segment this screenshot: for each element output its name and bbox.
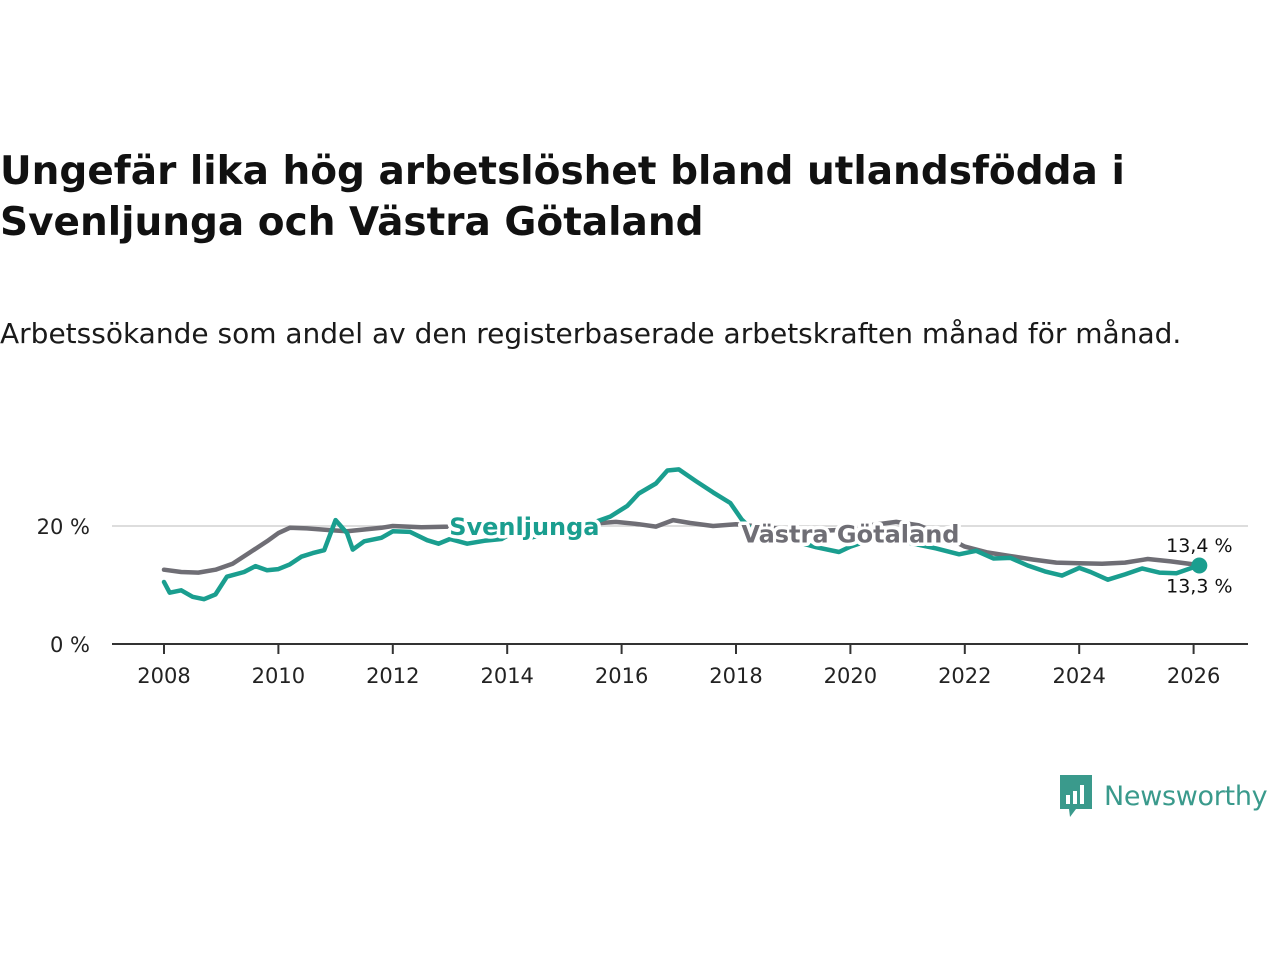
series-end-dot-svenljunga — [1191, 557, 1208, 574]
end-value-label-svenljunga: 13,3 % — [1166, 576, 1232, 598]
newsworthy-logo: Newsworthy — [1058, 772, 1268, 820]
x-tick-label-2024: 2024 — [1052, 664, 1105, 688]
x-tick-label-2020: 2020 — [824, 664, 877, 688]
y-tick-label-20: 20 % — [37, 515, 90, 539]
chart-title: Ungefär lika hög arbetslöshet bland utla… — [0, 149, 1125, 245]
end-value-label-vastra-gotaland: 13,4 % — [1166, 535, 1232, 557]
newsworthy-logo-icon — [1060, 775, 1092, 817]
series-line-vastra-gotaland — [161, 517, 1202, 575]
x-axis: 2008 2010 2012 2014 2016 2018 2020 2022 2024 2026 — [112, 643, 1248, 688]
brand-name: Newsworthy — [1104, 780, 1268, 812]
series-label-vastra-gotaland: Västra Götaland — [741, 520, 959, 548]
x-tick-label-2008: 2008 — [137, 664, 190, 688]
y-axis: 0 % 20 % — [37, 515, 90, 657]
series-labels: 13,4 % 13,3 % Svenljunga Västra Götaland — [446, 510, 1233, 598]
series-label-svenljunga: Svenljunga — [449, 513, 599, 541]
x-tick-label-2016: 2016 — [595, 664, 648, 688]
x-tick-label-2026: 2026 — [1167, 664, 1220, 688]
y-tick-label-0: 0 % — [50, 633, 90, 657]
x-tick-label-2018: 2018 — [709, 664, 762, 688]
x-tick-label-2014: 2014 — [480, 664, 533, 688]
x-tick-label-2012: 2012 — [366, 664, 419, 688]
series-lines — [161, 467, 1208, 602]
x-tick-label-2010: 2010 — [252, 664, 305, 688]
x-tick-label-2022: 2022 — [938, 664, 991, 688]
chart-subtitle: Arbetssökande som andel av den registerb… — [0, 317, 1182, 350]
series-line-svenljunga — [161, 467, 1202, 602]
